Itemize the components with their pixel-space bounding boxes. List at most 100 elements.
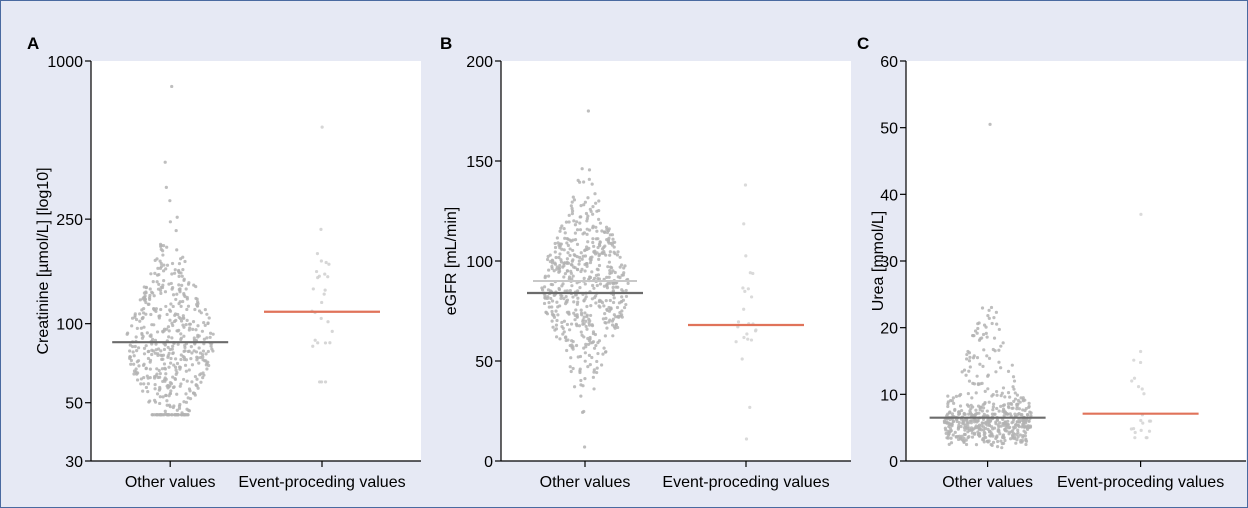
data-point [574,308,578,312]
data-point [195,355,199,359]
data-point [949,436,953,440]
data-point [135,378,140,382]
y-tick-label: 30 [880,254,898,271]
x-category-label: Event-proceding values [1057,474,1224,491]
data-point [169,281,173,286]
data-point [970,396,974,400]
data-point [972,431,977,435]
data-point [155,367,159,371]
data-point [610,233,615,237]
data-point [169,356,173,361]
data-point [162,327,167,331]
data-point [570,200,574,204]
data-point [989,305,994,310]
data-point [986,314,990,318]
data-point [595,283,599,288]
data-point [582,315,586,319]
data-point [744,254,748,258]
data-point [182,413,186,417]
data-point [579,251,583,255]
data-point [205,336,209,340]
y-tick-label: 250 [56,212,83,229]
data-point [997,409,1001,413]
data-point [626,281,630,285]
data-point [1015,438,1019,442]
data-point [979,424,984,428]
data-point [614,323,618,327]
data-point [589,341,593,345]
data-point [593,276,597,280]
data-point [553,241,557,246]
data-point [607,275,611,279]
data-point [588,363,592,367]
data-point [947,421,951,425]
data-point [159,353,163,357]
data-point [946,394,950,398]
data-point [570,259,574,263]
data-point [579,378,583,383]
data-point [159,285,163,290]
data-point [193,393,197,397]
data-point [1003,420,1007,424]
data-point [582,445,587,449]
data-point [1006,391,1011,395]
data-point [611,241,615,245]
plot-area [906,61,1246,461]
data-point [576,296,580,300]
data-point [159,247,163,251]
data-point [146,302,150,306]
data-point [166,355,170,359]
data-point [1020,412,1024,417]
data-point [1010,402,1014,406]
data-point [1138,360,1143,365]
y-tick-label: 40 [880,187,898,204]
data-point [1013,425,1018,429]
data-point [590,255,594,259]
data-point [590,355,594,360]
data-point [581,319,585,324]
data-point [158,375,162,379]
data-point [748,405,752,409]
data-point [586,196,590,200]
data-point [601,352,605,356]
data-point [176,329,180,333]
data-point [163,290,168,294]
data-point [1019,396,1023,400]
data-point [583,377,587,381]
data-point [323,288,327,292]
data-point [188,397,193,401]
data-point [168,384,172,388]
data-point [172,271,177,275]
data-point [571,195,575,199]
data-point [155,257,159,261]
data-point [991,405,995,409]
data-point [583,248,587,253]
data-point [178,317,183,321]
data-point [575,315,579,319]
data-point [210,347,214,351]
data-point [1139,212,1143,216]
data-point [1006,369,1011,374]
data-point [140,336,145,340]
data-point [166,345,170,350]
data-point [323,380,328,384]
data-point [192,336,196,340]
data-point [1008,395,1012,399]
data-point [563,302,568,306]
data-point [186,282,191,286]
data-point [141,315,145,320]
data-point [989,442,993,447]
y-tick-label: 20 [880,321,898,338]
data-point [195,304,200,308]
data-point [975,374,979,378]
data-point [592,244,596,248]
data-point [1129,427,1133,431]
data-point [173,268,177,272]
data-point [553,261,557,265]
data-point [181,299,185,304]
data-point [175,392,179,396]
data-point [604,316,608,320]
data-point [969,403,973,407]
data-point [1011,431,1015,435]
data-point [1002,436,1006,440]
